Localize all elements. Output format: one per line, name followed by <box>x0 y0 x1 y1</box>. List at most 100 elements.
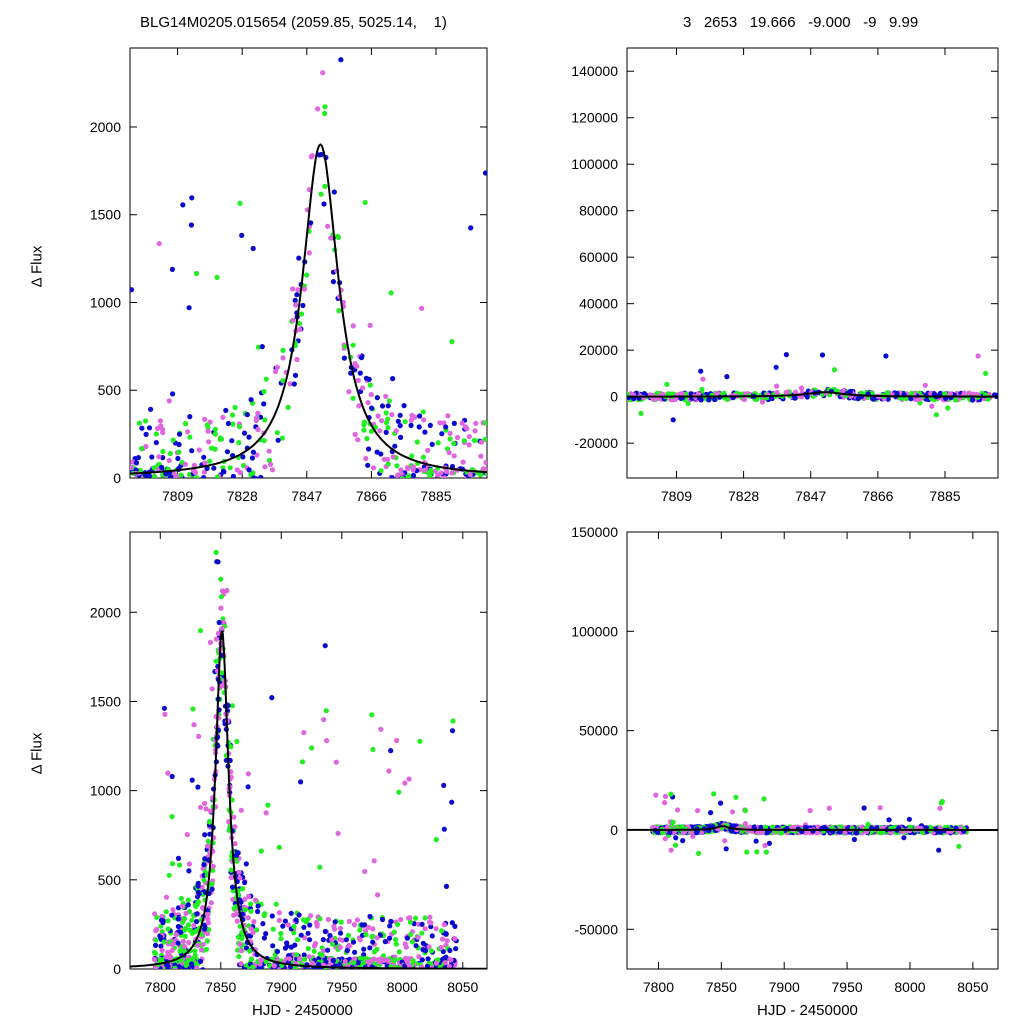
data-point <box>383 429 389 435</box>
data-point <box>886 817 892 823</box>
data-point <box>147 474 153 478</box>
data-point <box>398 434 404 440</box>
data-point <box>139 446 145 452</box>
data-point <box>192 902 198 909</box>
data-point <box>327 933 333 939</box>
data-point <box>929 403 935 409</box>
data-point <box>248 973 253 978</box>
data-point <box>718 800 724 806</box>
data-point <box>742 807 749 814</box>
data-point <box>877 805 883 811</box>
data-point <box>861 805 867 811</box>
data-point <box>274 364 280 370</box>
data-point <box>407 919 413 925</box>
data-point <box>227 465 233 471</box>
data-point <box>230 473 236 478</box>
data-point <box>225 479 230 484</box>
data-point <box>408 417 414 423</box>
data-point <box>435 975 440 980</box>
data-point <box>206 927 212 933</box>
data-point <box>385 416 391 422</box>
data-point <box>181 916 187 922</box>
data-point <box>358 355 365 361</box>
data-point <box>831 367 838 373</box>
data-point <box>336 308 342 314</box>
data-point <box>814 830 820 836</box>
data-point <box>280 923 286 929</box>
data-point <box>276 910 282 916</box>
data-point <box>238 948 244 954</box>
data-point <box>819 352 826 358</box>
data-point <box>478 453 484 459</box>
data-point <box>427 914 433 920</box>
data-point <box>165 918 171 924</box>
data-point <box>200 967 206 969</box>
data-point <box>157 418 163 424</box>
data-point <box>331 189 337 195</box>
data-point <box>933 412 940 418</box>
data-point <box>431 479 436 484</box>
data-point <box>218 576 224 582</box>
data-point <box>237 875 243 881</box>
data-point <box>255 426 261 433</box>
plot-frame <box>129 47 488 479</box>
data-point <box>240 454 246 460</box>
data-point <box>166 398 172 404</box>
data-point <box>306 968 310 969</box>
x-tick-label: 7866 <box>862 488 893 504</box>
data-point <box>165 966 171 969</box>
data-point <box>190 973 195 978</box>
data-point <box>335 830 341 837</box>
data-point <box>167 450 173 457</box>
data-point <box>357 370 363 376</box>
x-tick-label: 8000 <box>894 979 925 995</box>
data-point <box>322 928 328 935</box>
data-point <box>198 975 203 980</box>
data-point <box>152 911 158 917</box>
data-point <box>451 440 457 447</box>
data-point <box>320 70 326 76</box>
data-point <box>294 952 300 958</box>
y-tick-label: 80000 <box>579 203 618 219</box>
data-point <box>398 467 404 473</box>
y-tick-label: 150000 <box>571 524 618 540</box>
data-point <box>389 475 395 478</box>
data-point <box>298 932 304 938</box>
data-point <box>249 455 255 461</box>
data-point <box>330 957 336 964</box>
data-point <box>166 482 171 487</box>
data-point <box>338 919 344 925</box>
data-point <box>220 414 226 420</box>
data-point <box>207 639 213 646</box>
data-point <box>371 971 376 976</box>
data-point <box>163 894 170 900</box>
data-point <box>263 959 269 965</box>
data-point <box>197 804 204 810</box>
data-point <box>426 944 432 950</box>
data-point <box>373 971 378 976</box>
data-point <box>333 970 338 975</box>
data-point <box>191 923 197 929</box>
data-point <box>166 457 172 463</box>
data-point <box>346 389 352 395</box>
data-point <box>449 728 456 734</box>
data-point <box>419 305 425 311</box>
data-point <box>151 956 157 963</box>
data-point <box>195 942 201 948</box>
data-point <box>318 191 324 197</box>
data-point <box>192 952 198 958</box>
data-point <box>304 974 309 979</box>
data-point <box>169 912 175 918</box>
x-tick-label: 7828 <box>728 488 759 504</box>
data-point <box>230 412 236 418</box>
data-point <box>208 900 214 906</box>
data-point <box>261 389 267 395</box>
data-point <box>219 670 225 676</box>
data-point <box>173 967 179 969</box>
data-point <box>279 435 285 441</box>
data-point <box>439 936 446 942</box>
x-tick-label: 7850 <box>205 979 236 995</box>
data-point <box>304 272 310 278</box>
x-axis-label-right: HJD - 2450000 <box>757 1002 858 1019</box>
data-point <box>308 913 314 919</box>
